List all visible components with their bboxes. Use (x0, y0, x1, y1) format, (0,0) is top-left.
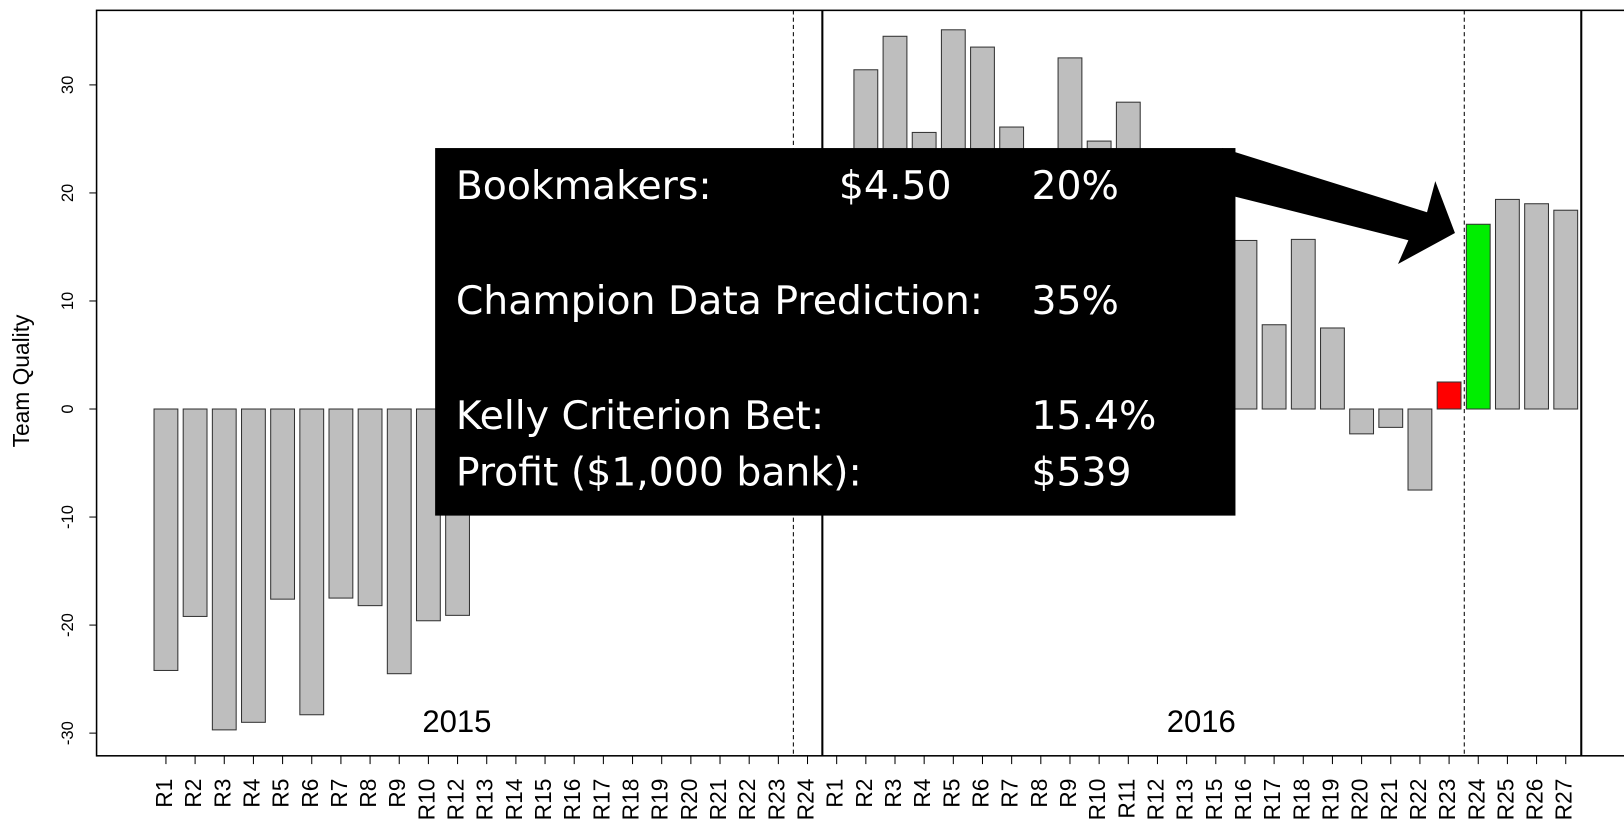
callout-text: Bookmakers: (456, 163, 712, 209)
x-tick-label: R19 (1317, 779, 1343, 820)
x-tick-label: R23 (1434, 779, 1460, 820)
bar (1290, 238, 1316, 410)
callout-text: 15.4% (1031, 393, 1156, 439)
x-tick-label: R27 (1551, 779, 1577, 820)
bar (1436, 381, 1462, 410)
bar (1232, 239, 1258, 410)
x-tick-label: R14 (501, 779, 527, 820)
callout-text: Profit ($1,000 bank): (456, 450, 862, 496)
x-tick-label: R12 (1142, 779, 1168, 820)
bar (1378, 408, 1404, 428)
x-tick-label: R12 (443, 779, 469, 820)
x-tick-label: R18 (618, 779, 644, 820)
x-tick-label: R3 (209, 779, 235, 808)
x-tick-label: R24 (793, 779, 819, 820)
bar (182, 408, 208, 617)
annotation: 2015 (422, 704, 491, 739)
x-tick-label: R5 (268, 779, 294, 808)
callout: Bookmakers: $4.50 20% Champion Data Pred… (435, 148, 1455, 516)
callout-text: 20% (1031, 163, 1118, 209)
bar (1320, 327, 1345, 410)
x-tick-label: R4 (909, 779, 935, 808)
y-tick-label: 10 (58, 292, 77, 310)
x-tick-label: R18 (1288, 779, 1314, 820)
x-tick-label: R9 (384, 779, 410, 808)
bar (1524, 203, 1549, 410)
x-tick-label: R4 (238, 779, 264, 808)
x-tick-label: R10 (413, 779, 439, 820)
x-tick-label: R16 (1230, 779, 1256, 820)
callout-text: $539 (1031, 450, 1131, 496)
x-tick-label: R19 (647, 779, 673, 820)
x-tick-label: R11 (1113, 779, 1139, 819)
x-tick-label: R8 (355, 779, 381, 808)
bar (386, 408, 412, 675)
bar (1349, 408, 1375, 435)
bar (328, 408, 354, 599)
x-tick-label: R15 (530, 779, 556, 820)
y-tick-label: 0 (58, 404, 77, 413)
x-tick-label: R6 (968, 779, 994, 808)
plot-frame (95, 9, 1624, 757)
x-tick-label: R9 (1055, 779, 1081, 808)
x-tick-label: R6 (297, 779, 323, 808)
bar (270, 408, 296, 600)
bar (1261, 324, 1287, 410)
x-tick-label: R1 (151, 779, 177, 808)
bar (153, 408, 179, 671)
x-tick-label: R13 (472, 779, 498, 820)
x-tick-label: R15 (1201, 779, 1227, 820)
x-tick-label: R7 (326, 779, 352, 808)
x-tick-label: R17 (588, 779, 614, 820)
bar (1465, 223, 1491, 410)
y-tick-label: -10 (58, 505, 77, 529)
x-tick-label: R1 (822, 779, 848, 808)
x-tick-label: R25 (1492, 779, 1518, 820)
x-tick-label: R16 (559, 779, 585, 820)
x-tick-label: R23 (763, 779, 789, 820)
x-tick-label: R20 (676, 779, 702, 820)
callout-text: Champion Data Prediction: (456, 278, 983, 324)
bar (1407, 408, 1433, 491)
bar (241, 408, 266, 723)
x-tick-label: R5 (938, 779, 964, 808)
y-tick-label: -30 (58, 721, 77, 745)
bar (1553, 209, 1579, 410)
callout-text: Kelly Criterion Bet: (456, 393, 824, 439)
annotation: 2016 (1167, 704, 1236, 739)
y-tick-label: 20 (58, 184, 77, 202)
x-tick-label: R20 (1347, 779, 1373, 820)
arrow (1222, 148, 1455, 265)
callout-text: 35% (1031, 278, 1118, 324)
x-tick-label: R21 (1376, 779, 1402, 820)
x-tick-label: R24 (1463, 779, 1489, 820)
x-tick-label: R3 (880, 779, 906, 808)
y-axis-label: Team Quality (8, 314, 34, 447)
y-tick-label: 30 (58, 76, 77, 94)
bar (1494, 198, 1520, 410)
x-tick-label: R22 (1405, 779, 1431, 820)
x-tick-label: R17 (1259, 779, 1285, 820)
x-tick-label: R26 (1522, 779, 1548, 820)
bar (357, 408, 383, 607)
x-tick-label: R21 (705, 779, 731, 820)
x-tick-label: R7 (997, 779, 1023, 808)
x-tick-label: R10 (1084, 779, 1110, 820)
bar (299, 408, 325, 716)
y-tick-label: -20 (58, 613, 77, 637)
x-tick-label: R8 (1026, 779, 1052, 808)
x-tick-label: R2 (180, 779, 206, 808)
callout-box (435, 148, 1236, 516)
x-tick-label: R22 (734, 779, 760, 820)
x-tick-label: R13 (1172, 779, 1198, 820)
callout-text: $4.50 (839, 163, 952, 209)
x-tick-label: R2 (851, 779, 877, 808)
bar (211, 408, 237, 731)
